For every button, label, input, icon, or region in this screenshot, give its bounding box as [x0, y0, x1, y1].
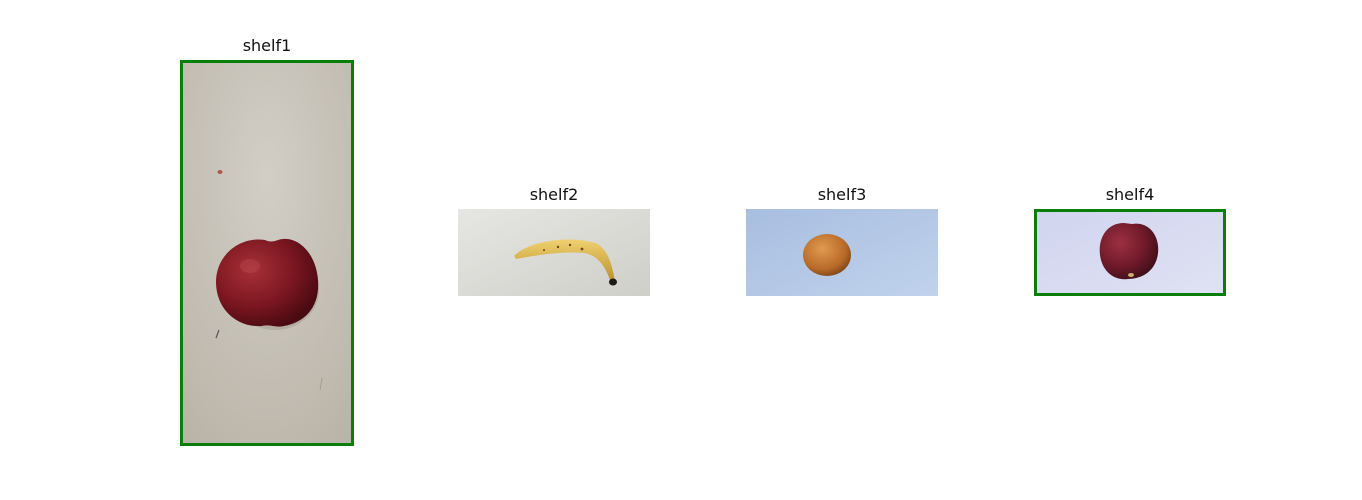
shelf-photo-banana: [458, 209, 650, 296]
shelf-photo-apple: [180, 60, 354, 446]
shelf-panel-4: shelf4: [1034, 185, 1226, 296]
shelf-title: shelf4: [1034, 185, 1226, 205]
shelf-title: shelf2: [458, 185, 650, 205]
shelf-panel-1: shelf1: [180, 36, 354, 446]
shelf-photo-apple: [1034, 209, 1226, 296]
shelf-panel-3: shelf3: [746, 185, 938, 296]
shelf-photo-orange: [746, 209, 938, 296]
shelf-title: shelf3: [746, 185, 938, 205]
shelf-panel-2: shelf2: [458, 185, 650, 296]
shelf-title: shelf1: [180, 36, 354, 56]
